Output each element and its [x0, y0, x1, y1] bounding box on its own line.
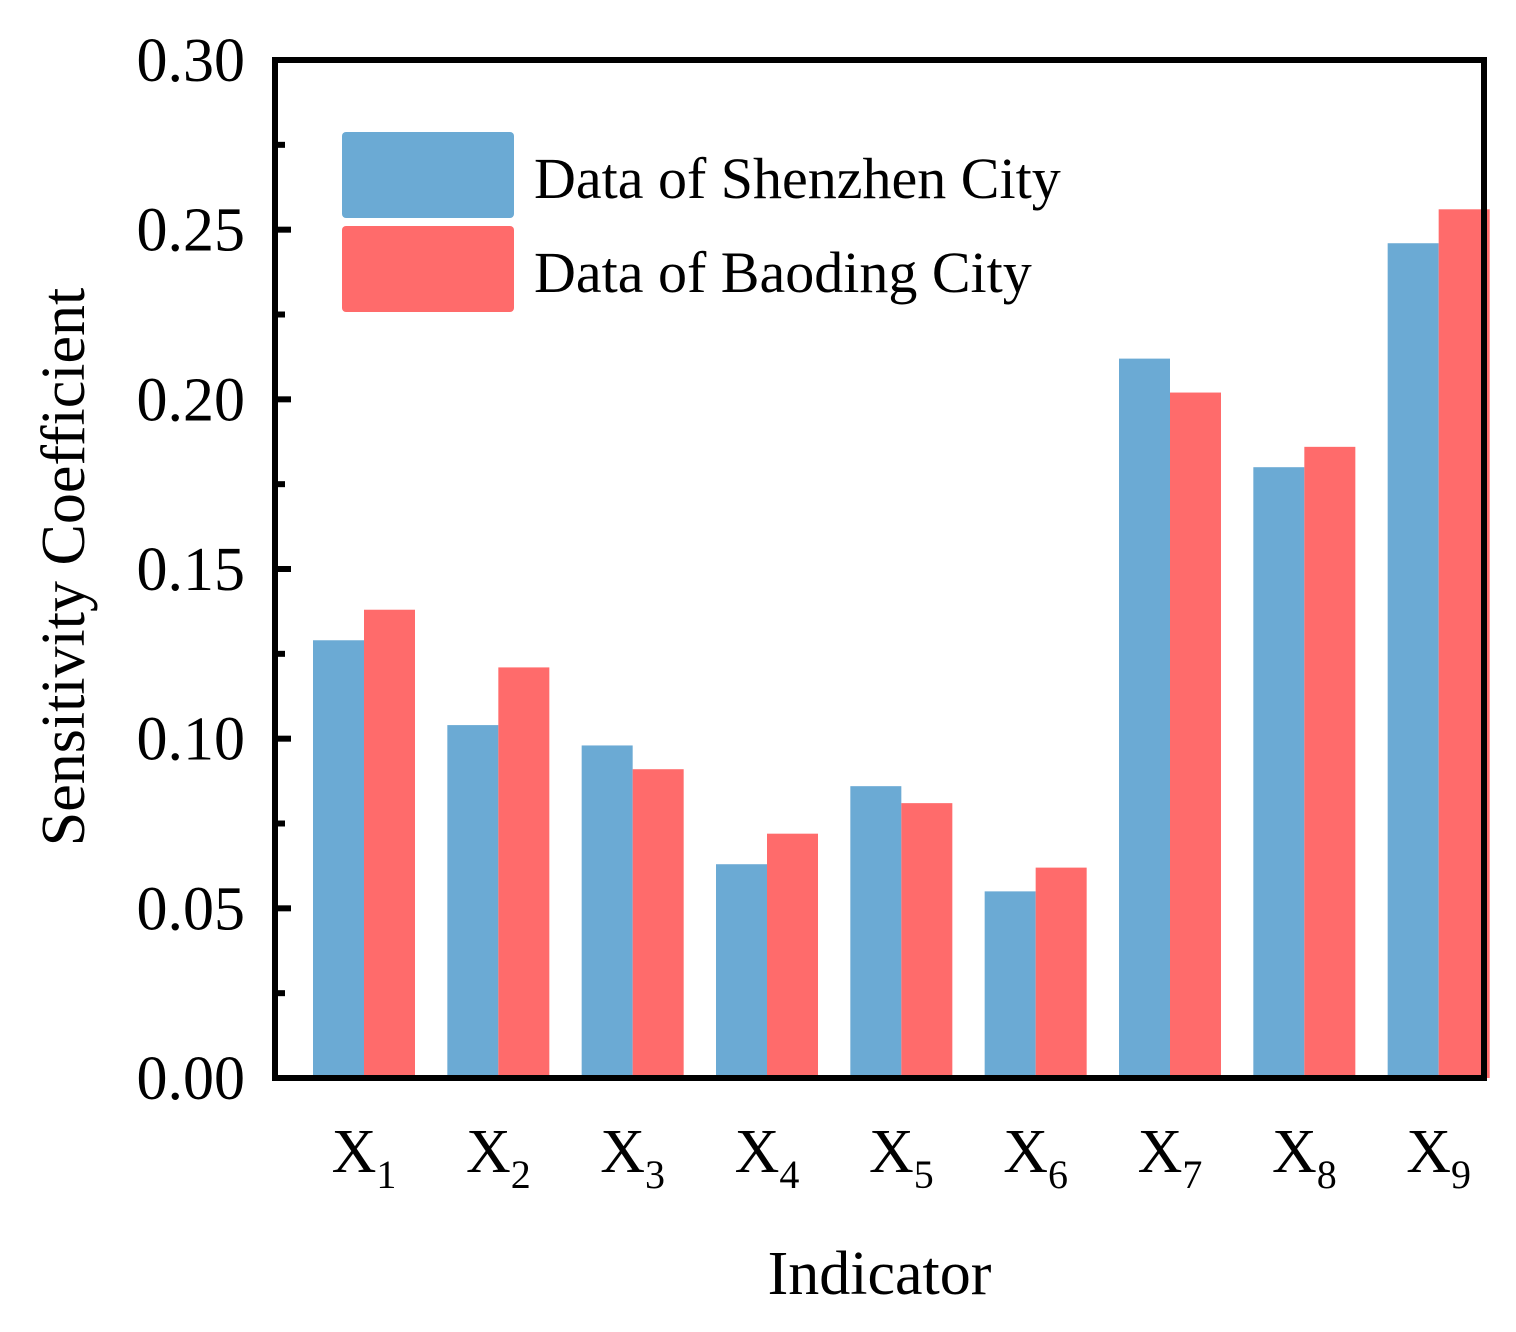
y-tick-label: 0.00	[137, 1045, 246, 1113]
legend-swatch-shenzhen	[342, 132, 514, 218]
x-axis-labels: X1 X2 X3 X4 X5 X6 X7 X8 X9	[332, 1118, 1471, 1197]
y-axis-title: Sensitivity Coefficient	[30, 288, 98, 847]
x-tick-label-base: X	[1003, 1118, 1048, 1186]
legend-label-baoding: Data of Baoding City	[534, 240, 1032, 305]
bar-shenzhen-x6	[984, 891, 1036, 1078]
bar-shenzhen-x4	[716, 864, 767, 1078]
x-tick-label: X7	[1138, 1118, 1203, 1197]
bars-group	[313, 209, 1490, 1079]
x-tick-label-base: X	[332, 1118, 377, 1186]
bar-baoding-x4	[767, 833, 818, 1078]
x-tick-label-base: X	[1138, 1118, 1183, 1186]
bar-baoding-x1	[364, 609, 415, 1078]
x-tick-label-base: X	[466, 1118, 511, 1186]
x-tick-label: X9	[1406, 1118, 1471, 1197]
x-tick-label-subscript: 8	[1317, 1152, 1337, 1197]
x-tick-label: X2	[466, 1118, 531, 1197]
bar-shenzhen-x3	[581, 745, 633, 1078]
legend-label-shenzhen: Data of Shenzhen City	[534, 146, 1061, 211]
x-tick-label: X3	[600, 1118, 665, 1197]
legend: Data of Shenzhen City Data of Baoding Cit…	[342, 132, 1061, 312]
x-tick-label-subscript: 3	[645, 1152, 665, 1197]
x-tick-label-base: X	[1406, 1118, 1451, 1186]
x-tick-label: X1	[332, 1118, 397, 1197]
x-tick-label-subscript: 1	[376, 1152, 396, 1197]
bar-shenzhen-x5	[850, 786, 902, 1078]
bar-baoding-x6	[1035, 867, 1087, 1078]
legend-swatch-baoding	[342, 226, 514, 312]
x-tick-label-base: X	[869, 1118, 914, 1186]
bar-shenzhen-x1	[313, 640, 364, 1078]
bar-baoding-x7	[1170, 392, 1221, 1079]
bar-baoding-x5	[901, 803, 953, 1078]
x-tick-label-base: X	[600, 1118, 645, 1186]
x-tick-label-subscript: 4	[779, 1152, 799, 1197]
y-tick-label: 0.10	[137, 706, 246, 774]
bar-baoding-x3	[632, 769, 684, 1078]
bar-shenzhen-x9	[1387, 243, 1439, 1079]
y-tick-label: 0.20	[137, 366, 246, 434]
x-axis-title: Indicator	[768, 1240, 992, 1308]
x-tick-label-base: X	[1272, 1118, 1317, 1186]
x-tick-label-subscript: 2	[511, 1152, 531, 1197]
y-axis-ticks: 0.00 0.05 0.10 0.15 0.20 0.25 0.30	[137, 27, 291, 1113]
x-tick-label: X5	[869, 1118, 934, 1197]
x-tick-label-subscript: 5	[914, 1152, 934, 1197]
bar-shenzhen-x2	[447, 725, 499, 1078]
plot-frame	[272, 57, 1487, 1081]
y-tick-label: 0.05	[137, 875, 246, 943]
bar-shenzhen-x8	[1253, 467, 1305, 1078]
bar-baoding-x8	[1304, 446, 1356, 1079]
bar-shenzhen-x7	[1119, 358, 1170, 1078]
x-tick-label-subscript: 6	[1048, 1152, 1068, 1197]
y-tick-label: 0.25	[137, 197, 246, 265]
x-tick-label-base: X	[735, 1118, 780, 1186]
x-tick-label: X4	[735, 1118, 800, 1197]
bar-baoding-x2	[498, 667, 550, 1078]
x-tick-label: X6	[1003, 1118, 1068, 1197]
x-tick-label-subscript: 7	[1182, 1152, 1202, 1197]
x-tick-label: X8	[1272, 1118, 1337, 1197]
y-tick-label: 0.15	[137, 536, 246, 604]
x-tick-label-subscript: 9	[1451, 1152, 1471, 1197]
y-tick-label: 0.30	[137, 27, 246, 95]
